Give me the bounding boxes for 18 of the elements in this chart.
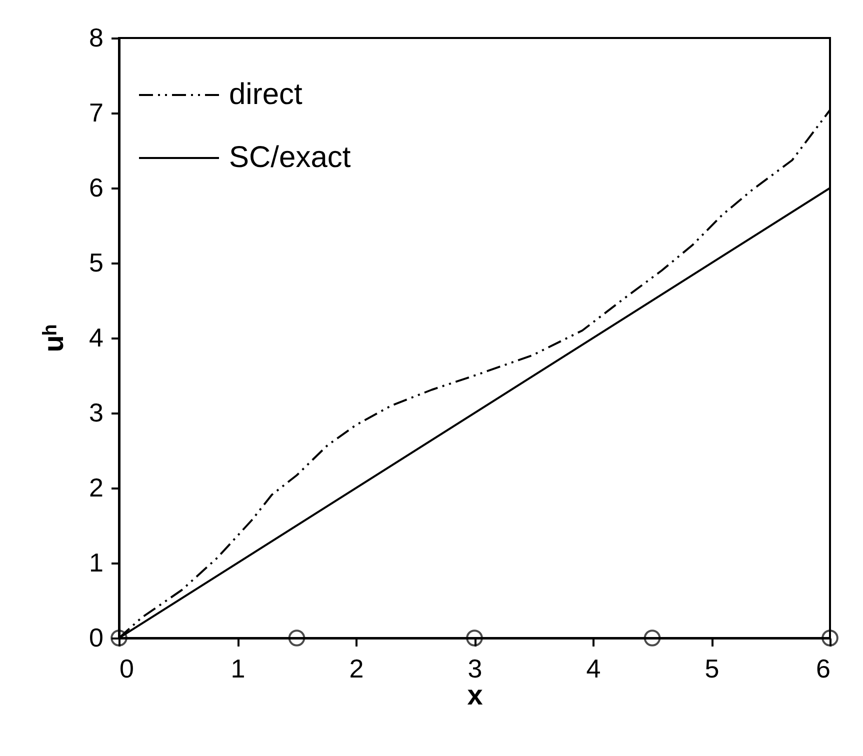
- x-tick-label: 0: [120, 654, 134, 684]
- legend-label: direct: [229, 78, 304, 111]
- x-tick-label: 4: [586, 654, 601, 684]
- legend-label: SC/exact: [229, 141, 352, 174]
- y-tick-label: 4: [89, 322, 104, 352]
- x-tick-label: 6: [816, 654, 830, 684]
- y-tick-label: 1: [89, 548, 104, 578]
- y-tick-label: 2: [89, 472, 104, 502]
- y-tick-label: 0: [89, 622, 104, 652]
- y-tick-label: 8: [89, 22, 104, 52]
- y-tick-label: 3: [89, 398, 104, 428]
- y-tick-label: 5: [89, 248, 104, 278]
- y-tick-label: 7: [89, 98, 104, 128]
- y-axis-title: uʰ: [38, 324, 70, 352]
- x-tick-label: 1: [230, 654, 246, 684]
- y-tick-label: 6: [89, 172, 104, 202]
- x-tick-label: 5: [704, 654, 720, 684]
- x-tick-label: 2: [349, 654, 364, 684]
